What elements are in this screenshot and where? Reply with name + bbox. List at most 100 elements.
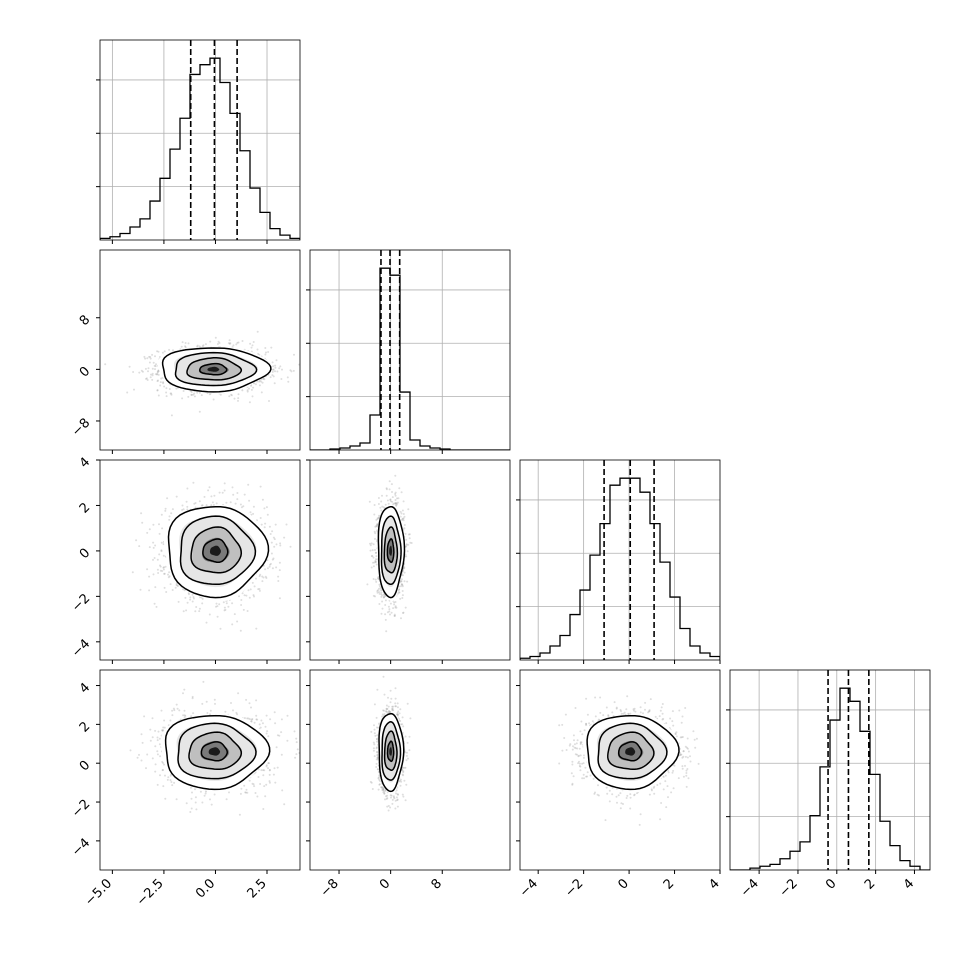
hist-panel-2 [516,459,721,661]
scatter-point [399,510,402,513]
scatter-point [384,613,387,616]
scatter-point [255,577,257,580]
scatter-point [402,574,404,577]
scatter-point [375,551,378,554]
scatter-point [162,568,165,571]
scatter-point [252,505,255,508]
scatter-point [377,589,379,592]
scatter-point [381,600,384,603]
scatter-point [264,353,267,356]
scatter-point [238,595,240,598]
scatter-point [153,557,156,559]
scatter-point [258,589,261,592]
scatter-point [395,606,398,609]
scatter-point [223,489,226,492]
scatter-point [270,541,273,544]
scatter-point [264,347,267,349]
scatter-point [236,620,239,623]
scatter-point [271,361,274,364]
scatter-point [293,353,295,356]
scatter-point [156,568,159,571]
scatter-point [209,340,212,343]
scatter-point [171,589,174,591]
scatter-point [251,395,254,398]
scatter-point [261,381,264,384]
scatter-point [187,395,190,398]
scatter-point [384,604,387,606]
scatter-point [169,583,172,586]
scatter-point [200,394,203,397]
scatter-point [168,518,171,521]
scatter-point [390,611,393,614]
scatter-point [150,373,152,376]
scatter-point [252,386,255,389]
scatter-point [151,374,154,377]
scatter-point [409,541,412,544]
scatter-point [237,341,240,344]
scatter-point [408,537,411,540]
scatter-point [227,342,230,345]
scatter-point [193,502,196,505]
scatter-point [262,377,265,380]
scatter-point [401,585,404,588]
scatter-point [383,595,386,598]
scatter-point [389,602,392,605]
scatter-point [182,610,185,613]
scatter-point [189,390,192,393]
scatter-point [131,571,134,574]
scatter-point [156,372,159,375]
scatter-point [212,504,215,506]
scatter-point [198,410,201,413]
scatter-point [274,370,276,373]
scatter-point [273,545,276,548]
scatter-point [152,546,155,549]
scatter-point [403,527,406,530]
scatter-point [146,357,149,360]
scatter-point [275,359,278,362]
scatter-point [194,502,197,504]
scatter-point [398,588,401,591]
scatter-point [247,483,250,486]
scatter-point [382,596,385,599]
scatter-point [160,513,163,516]
scatter-point [222,601,225,604]
scatter-point [394,606,397,609]
scatter-point [231,623,234,626]
scatter-point [368,500,371,503]
scatter-point [161,351,164,354]
scatter-point [259,517,262,519]
scatter-point [254,383,257,386]
scatter-point [271,558,274,561]
scatter-point [372,565,375,568]
scatter-point [279,544,282,547]
scatter-point [159,381,162,384]
scatter-point [260,523,263,526]
scatter-point [400,491,403,494]
scatter-point [400,617,402,620]
scatter-point [140,512,143,515]
contour-line-0 [167,505,270,599]
scatter-point [158,356,161,358]
scatter-point [164,565,167,568]
scatter-point [249,588,252,591]
contour-line-1 [174,351,258,387]
scatter-point [394,493,397,495]
scatter-point [177,600,180,603]
scatter-point [162,566,165,569]
scatter-point [205,621,208,624]
scatter-point [152,573,155,576]
scatter-point [174,586,177,589]
scatter-point [212,398,215,401]
scatter-point [228,395,231,398]
scatter-point [259,379,261,382]
scatter-point [162,543,165,546]
contour-line-0 [161,347,272,393]
scatter-point [146,531,149,534]
scatter-point [239,629,242,632]
scatter-point [287,380,290,383]
scatter-point [152,541,155,544]
scatter-point [400,583,403,586]
scatter-point [155,363,157,366]
scatter-point [250,384,253,387]
